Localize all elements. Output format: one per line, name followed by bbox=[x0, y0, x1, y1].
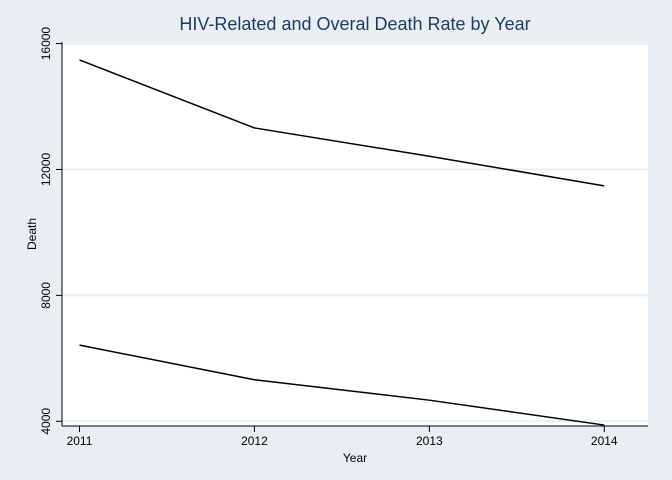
chart-title: HIV-Related and Overal Death Rate by Yea… bbox=[179, 14, 530, 34]
y-tick-label-2: 12000 bbox=[39, 152, 53, 186]
y-ticks: 4000 8000 12000 16000 bbox=[39, 27, 62, 435]
x-axis-label: Year bbox=[343, 451, 367, 465]
x-tick-label-0: 2011 bbox=[67, 434, 93, 448]
x-tick-label-3: 2014 bbox=[591, 434, 618, 448]
series-line-0 bbox=[79, 59, 605, 187]
x-tick-label-2: 2013 bbox=[416, 434, 443, 448]
y-axis-label: Death bbox=[25, 218, 39, 250]
y-tick-label-3: 16000 bbox=[39, 27, 53, 61]
plot-area bbox=[62, 42, 648, 426]
y-tick-label-1: 8000 bbox=[39, 282, 53, 309]
series-group bbox=[79, 59, 605, 426]
x-tick-label-1: 2012 bbox=[241, 434, 268, 448]
series-line-1 bbox=[79, 344, 605, 426]
x-ticks: 2011 2012 2013 2014 bbox=[67, 426, 618, 448]
gridlines bbox=[62, 42, 648, 423]
y-tick-label-0: 4000 bbox=[39, 408, 53, 435]
